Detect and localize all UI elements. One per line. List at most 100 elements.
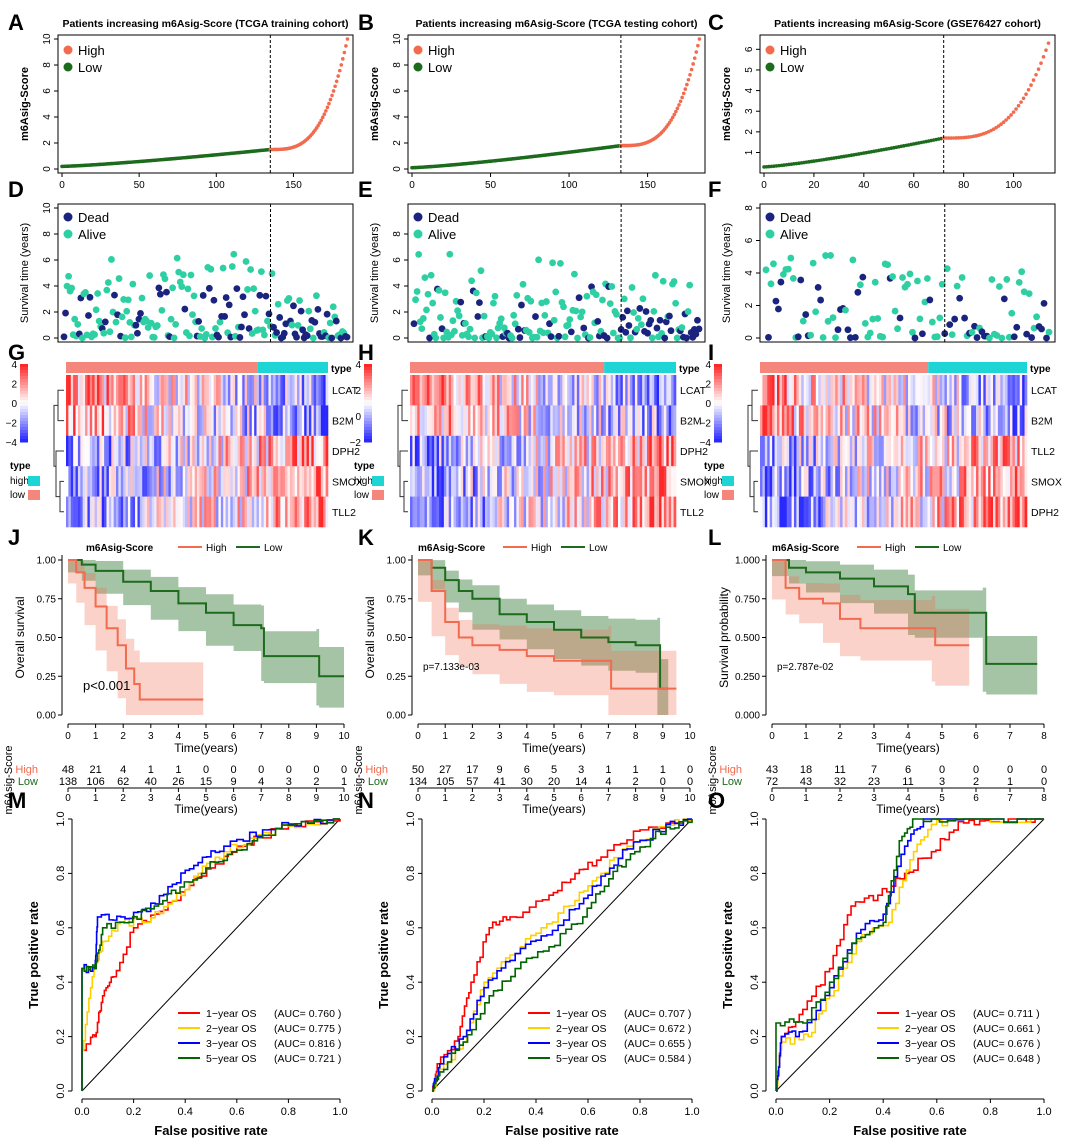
x-tick-label: 4 (905, 731, 911, 742)
heatmap-cell (99, 405, 103, 437)
x-tick-label: 8 (1041, 731, 1047, 742)
heatmap-cell (211, 466, 214, 497)
legend-series-auc: (AUC= 0.584 ) (624, 1053, 691, 1065)
legend-marker-high (63, 45, 73, 55)
heatmap-cell (249, 466, 253, 497)
heatmap-cell (306, 375, 310, 406)
heatmap-cell (208, 375, 212, 406)
heatmap-cell (270, 375, 274, 406)
heatmap-cell (451, 375, 454, 406)
risk-x-tick-label: 6 (578, 793, 584, 804)
heatmap-cell (104, 496, 107, 528)
heatmap-cell (942, 496, 945, 528)
data-point (1006, 115, 1011, 120)
data-point (337, 68, 342, 73)
data-point (662, 318, 670, 326)
heatmap-cell (605, 435, 609, 467)
heatmap-cell (956, 496, 960, 528)
y-tick-label: 1.00 (37, 556, 57, 567)
heatmap-cell (639, 496, 643, 528)
heatmap-cell (968, 466, 972, 497)
heatmap-cell (666, 435, 670, 467)
heatmap-cell (550, 435, 553, 467)
data-point (684, 308, 692, 315)
heatmap-cell (545, 496, 549, 528)
heatmap-cell (116, 466, 119, 497)
heatmap-cell (458, 405, 462, 437)
data-point (91, 331, 98, 338)
heatmap-cell (173, 496, 176, 528)
chart-title-A: Patients increasing m6Asig-Score (TCGA t… (62, 18, 348, 30)
heatmap-cell (299, 375, 303, 406)
heatmap-cell (77, 466, 81, 497)
color-scale-step (714, 424, 722, 428)
heatmap-cell (574, 466, 578, 497)
heatmap-cell (94, 435, 98, 467)
p-value: p=7.133e-03 (423, 662, 480, 673)
heatmap-cell (581, 466, 585, 497)
heatmap-cell (504, 375, 508, 406)
heatmap-cell (120, 496, 124, 528)
color-scale-step (714, 391, 722, 395)
x-tick-label: 1.0 (1036, 1106, 1051, 1118)
heatmap-cell (489, 375, 493, 406)
heatmap-cell (149, 496, 153, 528)
dendrogram (53, 389, 64, 513)
color-scale-step (20, 379, 28, 383)
heatmap-cell (818, 466, 821, 497)
data-point (986, 334, 993, 342)
heatmap-cell (555, 496, 558, 528)
heatmap-cell (199, 375, 203, 406)
x-tick-label: 0.8 (983, 1106, 998, 1118)
heatmap-cell (808, 496, 812, 528)
heatmap-cell (168, 496, 172, 528)
data-point (625, 322, 633, 329)
heatmap-cell (230, 496, 234, 528)
legend-marker-low (413, 62, 423, 72)
roc-curve-4 (775, 818, 1044, 1091)
heatmap-cell (306, 496, 310, 528)
heatmap-cell (878, 375, 882, 406)
heatmap-cell (808, 466, 812, 497)
data-point (938, 280, 946, 288)
heatmap-cell (813, 405, 817, 437)
color-scale-step (714, 436, 722, 440)
y-tick-label: 4 (42, 114, 53, 120)
data-point (946, 321, 954, 329)
heatmap-cell (649, 435, 653, 467)
km-curve-low (772, 559, 1038, 665)
gene-label: SMOX (680, 476, 711, 488)
y-tick-label: 0.4 (55, 975, 67, 990)
x-tick-label: 0.2 (822, 1106, 837, 1118)
heatmap-cell (275, 466, 279, 497)
heatmap-cell (656, 435, 660, 467)
data-point (221, 313, 229, 320)
heatmap-cell (235, 405, 238, 437)
heatmap-cell (484, 405, 488, 437)
heatmap-cell (516, 466, 520, 497)
heatmap-cell (886, 405, 889, 437)
heatmap-cell (801, 435, 804, 467)
heatmap-cell (801, 466, 804, 497)
heatmap-cell (980, 435, 984, 467)
heatmap-cell (256, 405, 260, 437)
heatmap-cell (878, 435, 882, 467)
heatmap-cell (798, 405, 802, 437)
heatmap-cell (475, 375, 479, 406)
data-point (619, 313, 627, 321)
heatmap-cell (555, 466, 558, 497)
heatmap-cell (942, 435, 945, 467)
heatmap-cell (820, 496, 824, 528)
x-tick-label: 20 (808, 180, 820, 191)
legend-series-name: 5−year OS (556, 1053, 607, 1065)
heatmap-cell (547, 496, 551, 528)
data-point (767, 280, 775, 288)
data-point (236, 334, 244, 341)
data-point (956, 294, 964, 302)
heatmap-cell (316, 405, 319, 437)
group-swatch-high (372, 476, 384, 486)
heatmap-cell (961, 496, 965, 528)
heatmap-cell (798, 496, 802, 528)
heatmap-cell (983, 435, 987, 467)
color-scale-step (364, 373, 372, 377)
